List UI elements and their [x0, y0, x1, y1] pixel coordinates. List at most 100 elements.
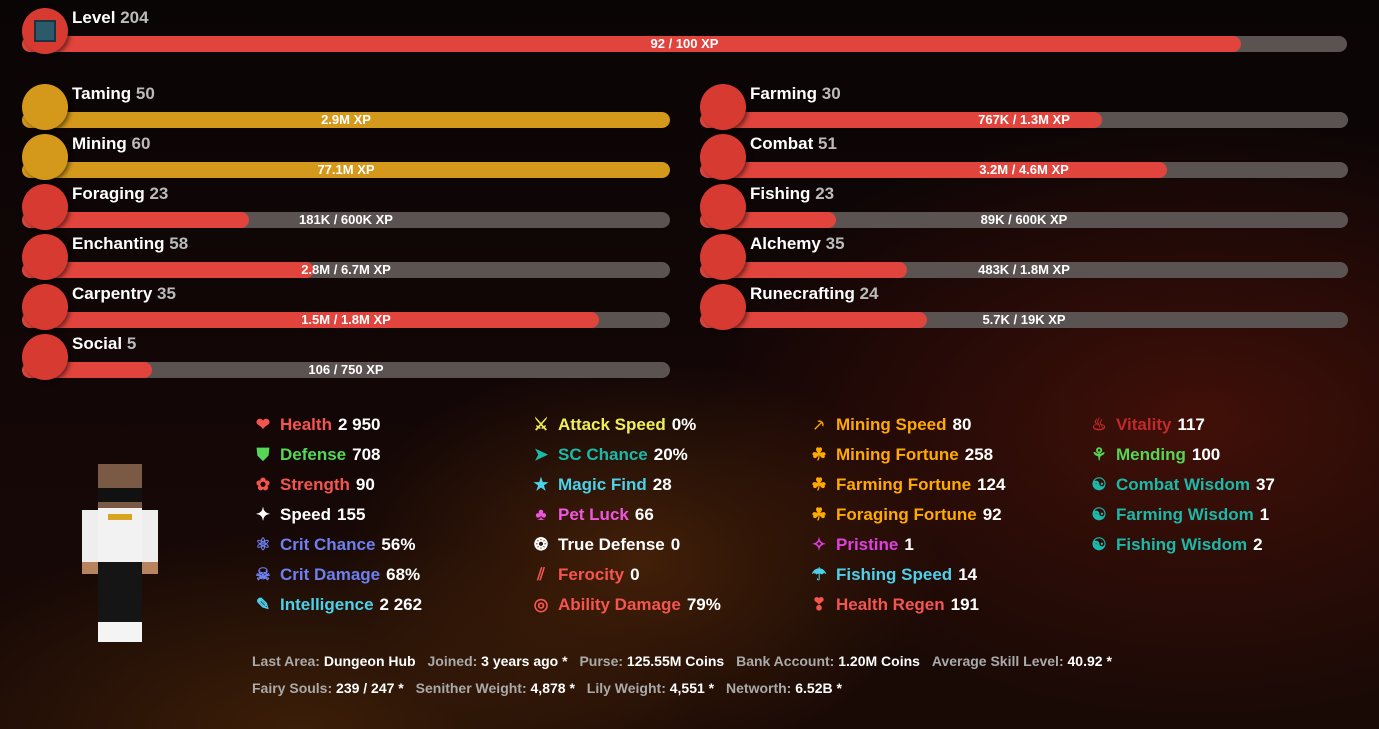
level-value: 204	[120, 8, 149, 27]
stat-pet-luck: ♣ Pet Luck 66	[530, 504, 654, 526]
stat-ability-damage: ◎ Ability Damage 79%	[530, 594, 721, 616]
skill-level: 24	[859, 284, 879, 303]
stat-value: 258	[964, 445, 994, 464]
pickaxe-icon: ⸕	[812, 415, 826, 434]
skill-name: Fishing	[750, 184, 811, 203]
magma-cream-icon	[700, 284, 746, 330]
skill-progress-bar: 77.1M XP	[22, 162, 670, 178]
stat-farming-fortune: ☘ Farming Fortune 124	[808, 474, 1005, 496]
stat-value: 14	[958, 565, 978, 584]
skill-xp-text: 181K / 600K XP	[299, 212, 393, 227]
skill-name: Farming	[750, 84, 818, 103]
skill-level: 35	[157, 284, 176, 303]
stat-label: Fishing Wisdom	[1116, 535, 1248, 554]
player-skin	[80, 462, 162, 644]
stat-value: 1	[904, 535, 914, 554]
stat-ferocity: ⫽ Ferocity 0	[530, 564, 639, 586]
stat-value: 66	[634, 505, 654, 524]
stat-label: Speed	[280, 505, 332, 524]
skill-progress-bar: 483K / 1.8M XP	[700, 262, 1348, 278]
spawn-egg-icon	[22, 84, 68, 130]
stat-value: 155	[337, 505, 366, 524]
skill-progress-bar: 5.7K / 19K XP	[700, 312, 1348, 328]
fish-icon: ➤	[533, 445, 549, 464]
pickaxe-icon	[22, 134, 68, 180]
skill-xp-text: 2.8M / 6.7M XP	[301, 262, 391, 277]
fishing-rod-icon	[700, 184, 746, 230]
stat-sc-chance: ➤ SC Chance 20%	[530, 444, 688, 466]
skill-progress-fill	[22, 112, 670, 128]
clover-icon: ☘	[811, 475, 827, 494]
skill-progress-fill	[22, 312, 599, 328]
skill-name: Enchanting	[72, 234, 165, 253]
info-value: 4,878 *	[530, 680, 575, 696]
stat-crit-chance: ⚛ Crit Chance 56%	[252, 534, 415, 556]
stat-label: Magic Find	[558, 475, 647, 494]
skill-foraging: Foraging 23 181K / 600K XP	[22, 184, 670, 230]
pristine-icon: ✧	[811, 535, 827, 554]
stat-label: Strength	[280, 475, 350, 494]
info-label: Joined:	[427, 653, 478, 669]
skill-progress-fill	[22, 262, 314, 278]
stat-health: ❤ Health 2 950	[252, 414, 381, 436]
stat-label: Mining Speed	[836, 415, 947, 434]
clover-icon: ☘	[811, 505, 827, 524]
skull-icon: ☠	[255, 565, 271, 584]
stat-label: Crit Damage	[280, 565, 381, 584]
skill-progress-bar: 89K / 600K XP	[700, 212, 1348, 228]
skill-social: Social 5 106 / 750 XP	[22, 334, 670, 380]
stat-label: Crit Chance	[280, 535, 376, 554]
skill-level: 23	[149, 184, 169, 203]
stat-attack-speed: ⚔ Attack Speed 0%	[530, 414, 696, 436]
stat-value: 2 262	[379, 595, 423, 614]
stat-label: Combat Wisdom	[1116, 475, 1250, 494]
stat-fishing-speed: ☂ Fishing Speed 14	[808, 564, 977, 586]
stat-crit-damage: ☠ Crit Damage 68%	[252, 564, 420, 586]
info-row: Last Area: Dungeon Hub Joined: 3 years a…	[252, 653, 1112, 669]
pencil-icon: ✎	[255, 595, 271, 614]
wisdom-icon: ☯	[1091, 475, 1107, 494]
stat-label: Pet Luck	[558, 505, 629, 524]
skill-name: Carpentry	[72, 284, 153, 303]
skill-name: Mining	[72, 134, 127, 153]
heart-icon: ❤	[255, 415, 271, 434]
strength-icon: ✿	[255, 475, 271, 494]
stat-value: 124	[977, 475, 1006, 494]
skill-name: Foraging	[72, 184, 145, 203]
skill-progress-fill	[700, 112, 1102, 128]
skill-xp-text: 89K / 600K XP	[980, 212, 1068, 227]
info-label: Last Area:	[252, 653, 320, 669]
skill-xp-text: 3.2M / 4.6M XP	[979, 162, 1069, 177]
stat-farming-wisdom: ☯ Farming Wisdom 1	[1088, 504, 1269, 526]
stat-label: Mending	[1116, 445, 1186, 464]
info-label: Lily Weight:	[586, 680, 666, 696]
sword-icon	[700, 134, 746, 180]
stat-value: 0%	[671, 415, 697, 434]
skill-xp-text: 5.7K / 19K XP	[982, 312, 1066, 327]
stat-value: 56%	[381, 535, 416, 554]
stat-label: Health	[280, 415, 332, 434]
skill-progress-bar: 767K / 1.3M XP	[700, 112, 1348, 128]
clover-icon: ☘	[811, 445, 827, 464]
skill-level: 5	[126, 334, 137, 353]
enchanting-table-icon	[22, 234, 68, 280]
stat-true-defense: ❂ True Defense 0	[530, 534, 680, 556]
info-row: Fairy Souls: 239 / 247 * Senither Weight…	[252, 680, 842, 696]
true-defense-icon: ❂	[533, 535, 549, 554]
stat-value: 37	[1255, 475, 1275, 494]
info-value: 4,551 *	[669, 680, 715, 696]
wisdom-icon: ☯	[1091, 505, 1107, 524]
hoe-icon	[700, 84, 746, 130]
skill-xp-text: 1.5M / 1.8M XP	[301, 312, 391, 327]
stat-strength: ✿ Strength 90	[252, 474, 375, 496]
info-value: 125.55M Coins	[626, 653, 725, 669]
stat-value: 79%	[686, 595, 721, 614]
stat-label: Defense	[280, 445, 347, 464]
skill-name: Taming	[72, 84, 132, 103]
info-value: 6.52B *	[795, 680, 842, 696]
stat-combat-wisdom: ☯ Combat Wisdom 37	[1088, 474, 1275, 496]
skill-name: Alchemy	[750, 234, 821, 253]
skill-progress-fill	[22, 162, 670, 178]
stat-label: Farming Wisdom	[1116, 505, 1254, 524]
skill-progress-bar: 1.5M / 1.8M XP	[22, 312, 670, 328]
